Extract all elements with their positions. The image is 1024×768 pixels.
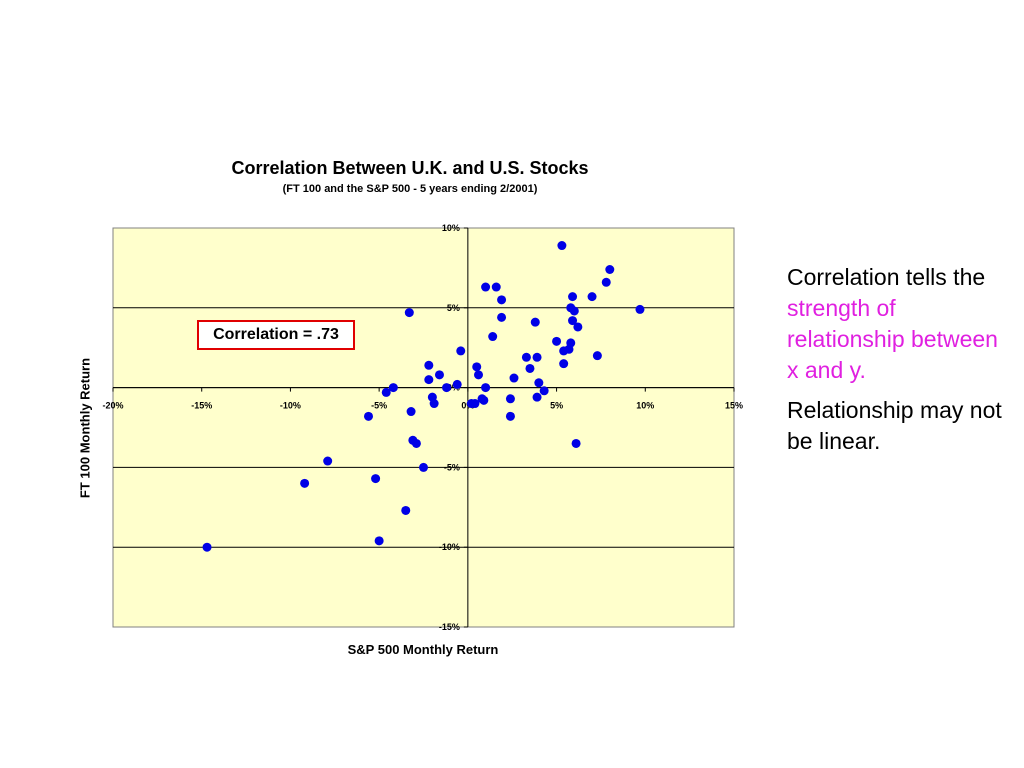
correlation-definition: Correlation tells the strength of relati… [787,262,1007,386]
x-tick-label: 15% [725,401,743,411]
scatter-point [401,505,411,515]
scatter-point [552,336,562,346]
scatter-point [568,292,578,302]
scatter-point [323,456,333,466]
plot-area [112,227,735,628]
scatter-point [363,411,373,421]
scatter-point [534,378,544,388]
scatter-point [429,399,439,409]
x-tick-label: 5% [550,401,563,411]
scatter-point [539,386,549,396]
scatter-point [374,536,384,546]
scatter-point [569,306,579,316]
scatter-point [470,399,480,409]
y-tick-label: 10% [442,223,460,233]
data-points [202,241,645,552]
scatter-point [505,411,515,421]
y-tick-label: -10% [439,542,460,552]
x-tick-label: -10% [280,401,301,411]
scatter-point [532,392,542,402]
scatter-point [557,241,567,251]
scatter-point [488,332,498,342]
chart-subtitle: (FT 100 and the S&P 500 - 5 years ending… [282,183,538,195]
scatter-point [411,438,421,448]
scatter-point [605,264,615,274]
axes [112,227,735,628]
scatter-point [406,407,416,417]
scatter-point [419,462,428,472]
x-tick-label: -15% [191,401,212,411]
scatter-point [592,351,602,361]
scatter-point [456,346,466,356]
scatter-point [525,363,535,373]
y-tick-label: -5% [444,462,460,472]
definition-highlight: strength of relationship between x and y… [787,295,998,383]
scatter-point [481,383,491,393]
scatter-point [521,352,531,362]
scatter-point [566,338,576,348]
scatter-point [371,474,381,484]
scatter-point [424,360,434,370]
x-axis-label: S&P 500 Monthly Return [347,642,499,657]
scatter-point [472,362,482,372]
x-tick-label: 10% [636,401,654,411]
scatter-point [434,370,444,380]
tick-labels: -20%-15%-10%-5%0%5%10%15%10%5%0%-5%-10%-… [102,223,743,632]
y-axis-label: FT 100 Monthly Return [77,357,93,499]
scatter-point [481,282,491,292]
scatter-point [530,317,540,327]
x-tick-label: -5% [371,401,387,411]
scatter-point [300,478,310,488]
scatter-point [404,308,414,318]
scatter-point [388,383,398,393]
scatter-point [571,438,581,448]
y-tick-label: 0% [447,383,460,393]
scatter-point [559,359,569,369]
linearity-note: Relationship may not be linear. [787,397,1002,454]
scatter-point [442,383,452,393]
scatter-point [202,542,212,552]
scatter-point [491,282,501,292]
scatter-point [532,352,542,362]
scatter-point [474,370,484,380]
scatter-point [479,395,489,405]
correlation-annotation: Correlation = .73 [197,320,355,350]
scatter-point [587,292,597,302]
scatter-point [568,316,578,326]
y-tick-label: -15% [439,622,460,632]
scatter-point [452,379,462,389]
x-tick-label: -20% [102,401,123,411]
definition-lead: Correlation tells the [787,264,986,290]
scatter-point [601,277,611,287]
scatter-point [505,394,515,404]
scatter-point [497,295,507,305]
scatter-point [381,387,391,397]
chart-title: Correlation Between U.K. and U.S. Stocks [231,158,589,178]
y-tick-label: 5% [447,303,460,313]
slide-text: Correlation tells the strength of relati… [787,262,1007,466]
scatter-point [509,373,519,383]
scatter-point [424,375,434,385]
scatter-point [573,322,583,332]
scatter-point [497,312,507,322]
scatter-point [635,304,645,314]
